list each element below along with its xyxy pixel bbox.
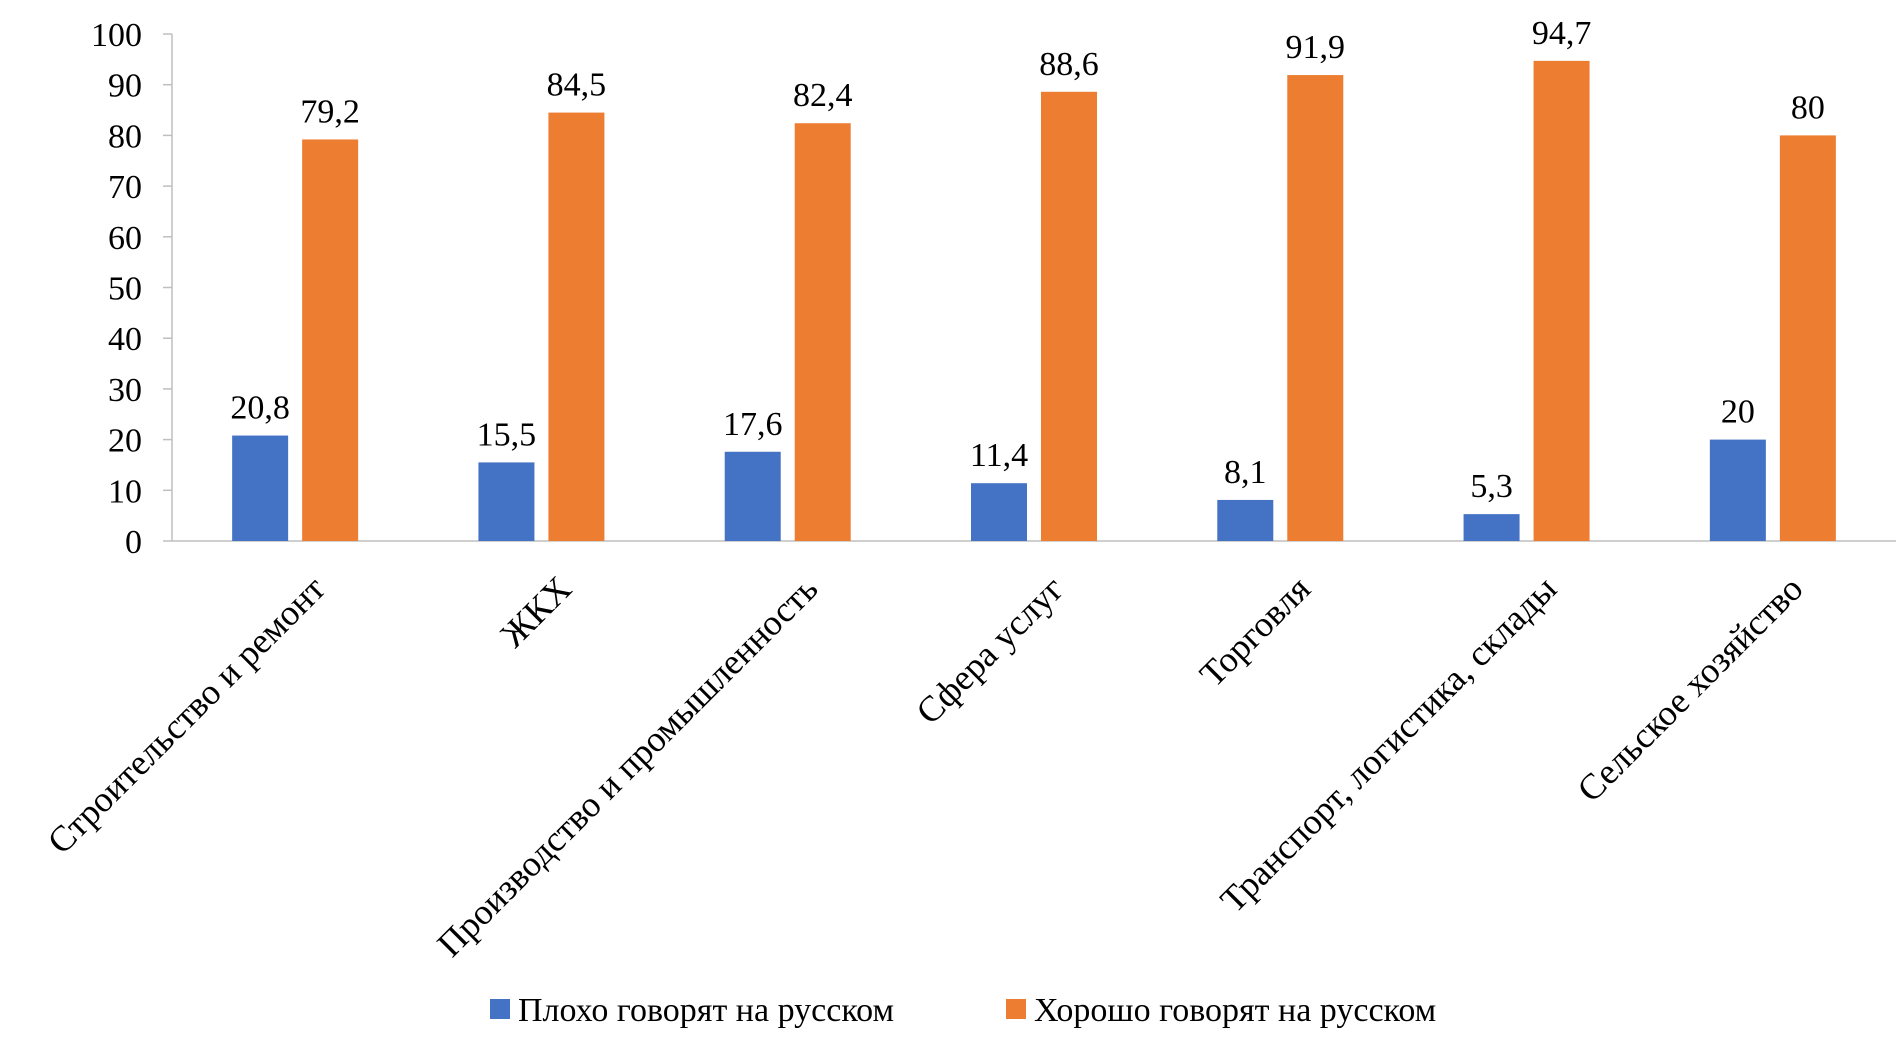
bar-series-1 [1709, 439, 1766, 541]
data-label: 82,4 [793, 77, 853, 114]
bar-series-2 [1041, 91, 1097, 541]
y-tick-label: 0 [125, 524, 142, 561]
bar-series-1 [724, 451, 781, 541]
category-label: ЖКХ [493, 568, 579, 654]
bar-series-1 [1217, 499, 1274, 541]
data-label: 11,4 [970, 437, 1028, 474]
legend: Плохо говорят на русском Хорошо говорят н… [490, 992, 1436, 1029]
bar-series-2 [1779, 135, 1836, 541]
data-label: 20,8 [230, 390, 290, 427]
y-tick-label: 30 [108, 372, 142, 409]
data-label: 94,7 [1532, 15, 1592, 52]
bar-series-1 [478, 462, 535, 541]
data-label: 15,5 [477, 416, 537, 453]
legend-swatch [1006, 999, 1026, 1019]
category-label: Торговля [1192, 568, 1318, 694]
data-label: 17,6 [723, 406, 783, 443]
data-labels: 20,8 15,5 17,6 11,4 8,1 5,3 20 79,2 84,5 82,4 88,6… [230, 15, 1824, 505]
y-tick-label: 40 [108, 321, 142, 358]
y-tick-label: 10 [108, 473, 142, 510]
data-label: 84,5 [547, 67, 607, 104]
bar-series-1 [232, 435, 289, 541]
legend-label: Плохо говорят на русском [518, 992, 894, 1029]
data-label: 5,3 [1470, 468, 1513, 505]
category-label: Сельское хозяйство [1569, 568, 1810, 809]
bar-series-1 [971, 483, 1027, 541]
category-label: Производство и промышленность [429, 568, 825, 964]
category-label: Сфера услуг [908, 568, 1071, 731]
legend-swatch [490, 999, 510, 1019]
legend-label: Хорошо говорят на русском [1034, 992, 1436, 1029]
y-tick-label: 60 [108, 220, 142, 257]
bar-series-2 [1533, 60, 1590, 541]
y-tick-label: 100 [91, 17, 142, 54]
y-tick-label: 80 [108, 118, 142, 155]
data-label: 88,6 [1039, 46, 1099, 83]
category-label: Строительство и ремонт [40, 568, 333, 861]
y-tick-label: 70 [108, 169, 142, 206]
data-label: 79,2 [300, 93, 360, 130]
y-tick-label: 50 [108, 271, 142, 308]
bar-series-1 [1463, 514, 1520, 541]
y-tick-label: 20 [108, 423, 142, 460]
bar-series-2 [794, 123, 851, 542]
bar-series-2 [1287, 75, 1344, 541]
data-label: 8,1 [1224, 454, 1267, 491]
y-tick-label: 90 [108, 68, 142, 105]
data-label: 91,9 [1286, 29, 1346, 66]
data-label: 80 [1791, 89, 1825, 126]
bar-series-2 [548, 112, 605, 542]
data-label: 20 [1721, 394, 1755, 431]
bar-series-2 [302, 139, 359, 541]
y-axis: 0 10 20 30 40 50 60 70 80 90 100 [91, 17, 173, 561]
bars [232, 60, 1836, 542]
